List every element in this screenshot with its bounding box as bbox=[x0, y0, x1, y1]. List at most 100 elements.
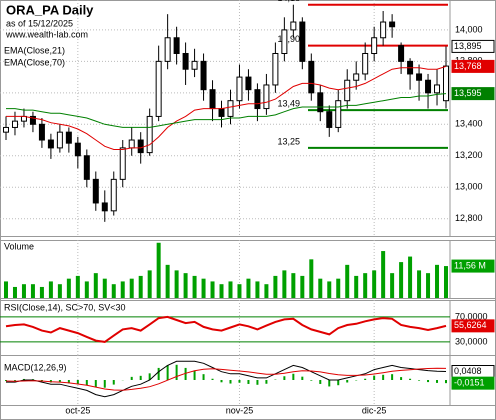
histogram-bar bbox=[301, 376, 304, 380]
volume-bar bbox=[165, 264, 170, 298]
histogram-bar bbox=[202, 374, 205, 380]
subtitle: as of 15/12/2025 bbox=[6, 18, 73, 28]
volume-bar bbox=[156, 242, 161, 298]
volume-bar bbox=[147, 270, 152, 298]
histogram-bar bbox=[319, 380, 322, 384]
candle-body bbox=[3, 126, 9, 133]
volume-bar bbox=[111, 284, 116, 298]
volume-bar bbox=[66, 278, 71, 298]
volume-bar bbox=[390, 273, 395, 298]
panel-title: MACD(12,26,9) bbox=[4, 362, 67, 372]
histogram-bar bbox=[193, 370, 196, 380]
candle-body bbox=[164, 37, 171, 62]
volume-bar bbox=[201, 278, 206, 298]
candle-body bbox=[272, 52, 279, 86]
candle-body bbox=[218, 108, 225, 117]
panel-title: Volume bbox=[4, 241, 34, 251]
level-label: 14,16 bbox=[277, 0, 300, 3]
candle-body bbox=[281, 29, 288, 54]
volume-bar bbox=[309, 259, 314, 298]
volume-bar bbox=[84, 281, 89, 298]
value-label-box bbox=[451, 319, 495, 333]
candle-body bbox=[191, 60, 198, 70]
y-tick-label: 13,200 bbox=[455, 150, 483, 160]
histogram-bar bbox=[67, 380, 70, 384]
histogram-bar bbox=[13, 380, 16, 381]
volume-bar bbox=[237, 284, 242, 298]
candle-body bbox=[443, 65, 449, 102]
volume-bar bbox=[426, 273, 431, 298]
volume-bar bbox=[381, 251, 386, 298]
volume-bar bbox=[273, 275, 278, 298]
histogram-bar bbox=[157, 367, 160, 380]
volume-bar bbox=[30, 284, 35, 298]
histogram-bar bbox=[265, 380, 268, 384]
candle-body bbox=[146, 115, 153, 154]
candle-body bbox=[317, 92, 324, 113]
value-label: 13,768 bbox=[454, 61, 482, 71]
y-tick-label: 14,000 bbox=[455, 24, 483, 34]
value-label: 0,0408 bbox=[454, 366, 482, 376]
candle-body bbox=[83, 155, 90, 180]
volume-bar bbox=[210, 281, 215, 298]
candle-body bbox=[290, 21, 297, 31]
volume-bar bbox=[264, 284, 269, 298]
volume-bar bbox=[318, 278, 323, 298]
candle-body bbox=[227, 100, 234, 117]
candle-body bbox=[92, 178, 99, 204]
value-label-box bbox=[451, 259, 495, 273]
histogram-bar bbox=[382, 374, 385, 380]
histogram-bar bbox=[283, 376, 286, 380]
value-label-box bbox=[451, 376, 495, 390]
candle-body bbox=[371, 37, 378, 54]
volume-bar bbox=[417, 270, 422, 298]
histogram-bar bbox=[229, 380, 232, 384]
histogram-bar bbox=[22, 378, 25, 380]
histogram-bar bbox=[346, 380, 349, 383]
volume-bar bbox=[363, 273, 368, 298]
candle-body bbox=[299, 21, 306, 62]
histogram-bar bbox=[211, 378, 214, 380]
histogram-bar bbox=[418, 380, 421, 381]
y-tick-label: 13,000 bbox=[455, 182, 483, 192]
volume-bar bbox=[192, 275, 197, 298]
x-tick-label: oct-25 bbox=[65, 405, 90, 415]
histogram-bar bbox=[409, 378, 412, 380]
value-label-box bbox=[451, 39, 495, 53]
value-label: 11,56 M bbox=[454, 260, 486, 270]
volume-bar bbox=[174, 270, 179, 298]
candle-body bbox=[236, 76, 243, 102]
volume-bar bbox=[48, 281, 53, 298]
volume-bar bbox=[75, 275, 80, 298]
volume-bar bbox=[138, 275, 143, 298]
volume-bar bbox=[345, 264, 350, 298]
chart-title: ORA_PA Daily bbox=[6, 2, 94, 17]
volume-bar bbox=[291, 273, 296, 298]
volume-bar bbox=[444, 266, 448, 298]
histogram-bar bbox=[247, 380, 250, 384]
histogram-bar bbox=[328, 380, 331, 387]
histogram-bar bbox=[445, 380, 447, 384]
histogram-bar bbox=[220, 380, 223, 383]
value-label-box bbox=[451, 87, 495, 101]
histogram-bar bbox=[103, 380, 106, 388]
histogram-bar bbox=[148, 373, 151, 380]
volume-bar bbox=[219, 284, 224, 298]
histogram-bar bbox=[373, 375, 376, 380]
candle-body bbox=[137, 139, 144, 154]
candle-body bbox=[65, 131, 72, 144]
volume-bar bbox=[372, 270, 377, 298]
candle-body bbox=[425, 79, 432, 94]
ema-line bbox=[6, 93, 447, 128]
candle-body bbox=[173, 37, 180, 54]
histogram-bar bbox=[5, 380, 7, 382]
volume-bar bbox=[300, 275, 305, 298]
candle-body bbox=[29, 115, 36, 125]
y-tick-label: 70,0000 bbox=[455, 311, 488, 321]
candle-body bbox=[155, 60, 162, 117]
volume-bar bbox=[183, 273, 188, 298]
candle-body bbox=[254, 89, 261, 110]
candle-body bbox=[245, 76, 252, 91]
candle-body bbox=[389, 21, 396, 28]
